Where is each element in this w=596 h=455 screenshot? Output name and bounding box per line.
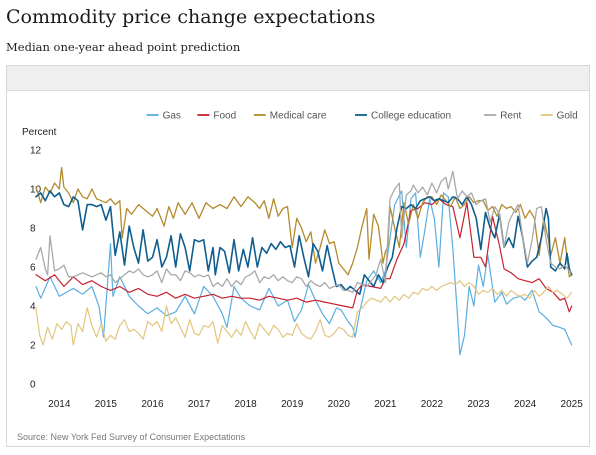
line-chart: Gas Food Medical care College education Rent… bbox=[22, 111, 584, 411]
y-tick-label: 0 bbox=[30, 380, 36, 391]
x-tick-label: 2021 bbox=[374, 399, 397, 410]
x-tick-label: 2018 bbox=[234, 399, 257, 410]
y-axis-title: Percent bbox=[22, 127, 57, 138]
chart-subtitle: Median one-year ahead point prediction bbox=[6, 40, 241, 54]
chart-frame: Gas Food Medical care College education Rent… bbox=[6, 65, 590, 447]
x-tick-label: 2017 bbox=[188, 399, 211, 410]
y-tick-label: 6 bbox=[30, 263, 36, 274]
x-tick-label: 2016 bbox=[141, 399, 164, 410]
chart-title: Commodity price change expectations bbox=[6, 6, 376, 28]
y-tick-label: 10 bbox=[30, 185, 42, 196]
series-line-gold bbox=[35, 280, 573, 346]
x-tick-label: 2020 bbox=[328, 399, 351, 410]
x-tick-label: 2015 bbox=[95, 399, 118, 410]
series-line-college-education bbox=[35, 190, 573, 296]
chart-toolbar-band bbox=[7, 66, 589, 91]
y-tick-label: 4 bbox=[30, 302, 36, 313]
legend-label-gold: Gold bbox=[557, 111, 578, 122]
x-tick-label: 2022 bbox=[421, 399, 444, 410]
x-tick-label: 2025 bbox=[561, 399, 584, 410]
series-line-medical-care bbox=[35, 166, 573, 278]
series-line-food bbox=[35, 198, 573, 313]
legend-label-food: Food bbox=[213, 111, 236, 122]
legend-label-gas: Gas bbox=[163, 111, 181, 122]
legend-label-medical-care: Medical care bbox=[270, 111, 327, 122]
y-tick-label: 12 bbox=[30, 146, 42, 157]
y-tick-label: 2 bbox=[30, 341, 36, 352]
x-tick-label: 2023 bbox=[467, 399, 490, 410]
legend-label-college-education: College education bbox=[371, 111, 451, 122]
source-note: Source: New York Fed Survey of Consumer … bbox=[17, 432, 246, 442]
x-tick-label: 2024 bbox=[514, 399, 537, 410]
legend-label-rent: Rent bbox=[500, 111, 521, 122]
y-tick-label: 8 bbox=[30, 224, 36, 235]
x-tick-label: 2014 bbox=[48, 399, 71, 410]
series-line-gas bbox=[35, 190, 573, 356]
series-line-rent bbox=[35, 170, 573, 293]
x-tick-label: 2019 bbox=[281, 399, 304, 410]
